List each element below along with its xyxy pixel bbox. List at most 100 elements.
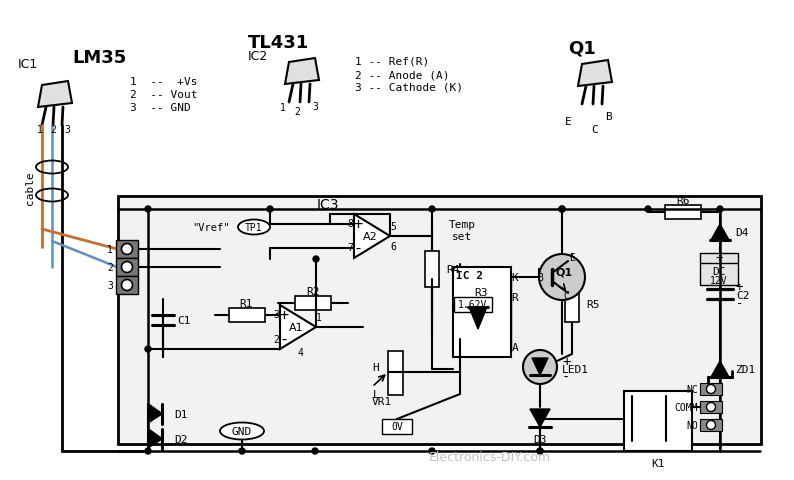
Text: COMM: COMM (674, 402, 698, 412)
Polygon shape (148, 405, 162, 423)
Bar (453, 267, 511, 357)
Polygon shape (148, 430, 162, 448)
Text: +: + (736, 281, 743, 294)
Text: GND: GND (232, 426, 252, 436)
Text: 2: 2 (294, 107, 300, 117)
Text: 3: 3 (64, 125, 70, 135)
Text: K1: K1 (651, 458, 665, 468)
Text: +: + (353, 217, 363, 232)
Bar (118, 197, 761, 444)
Text: 4: 4 (297, 347, 303, 357)
Text: C1: C1 (177, 315, 191, 325)
Text: A2: A2 (363, 231, 377, 241)
Polygon shape (280, 305, 316, 349)
Bar (454, 298, 492, 312)
Text: 2: 2 (273, 334, 279, 344)
Text: R3: R3 (474, 288, 488, 298)
Ellipse shape (238, 220, 270, 235)
Bar (700, 401, 722, 413)
Bar (700, 419, 722, 431)
Text: 3  -- GND: 3 -- GND (130, 103, 191, 113)
Text: R4: R4 (446, 264, 460, 275)
Text: 1: 1 (280, 103, 286, 113)
Text: 3: 3 (107, 280, 113, 290)
Text: E: E (565, 117, 572, 127)
Polygon shape (469, 307, 487, 329)
Text: Temp: Temp (449, 219, 476, 229)
Text: A: A (511, 342, 518, 352)
Text: ZD1: ZD1 (735, 364, 755, 374)
Text: 1  --  +Vs: 1 -- +Vs (130, 77, 198, 87)
Text: NC: NC (686, 384, 698, 394)
Bar (229, 308, 264, 323)
Text: R: R (511, 292, 518, 302)
Text: D1: D1 (174, 409, 187, 419)
Text: 2 -- Anode (A): 2 -- Anode (A) (355, 70, 449, 80)
Circle shape (429, 206, 435, 213)
Circle shape (312, 448, 318, 454)
Text: IC3: IC3 (317, 198, 339, 212)
Circle shape (559, 206, 565, 213)
Text: 3: 3 (312, 102, 318, 112)
Text: 0V: 0V (391, 421, 403, 431)
Circle shape (121, 280, 133, 291)
Polygon shape (711, 225, 729, 240)
Text: 1: 1 (316, 312, 322, 323)
Circle shape (559, 206, 565, 213)
Text: K: K (511, 273, 518, 282)
Bar (700, 383, 722, 395)
Text: D4: D4 (735, 228, 749, 238)
Circle shape (645, 206, 651, 213)
Text: 3 -- Cathode (K): 3 -- Cathode (K) (355, 83, 463, 93)
Bar (624, 391, 692, 451)
Text: -: - (736, 297, 743, 310)
Text: B: B (604, 112, 611, 122)
Text: C: C (592, 125, 599, 135)
Text: Q1: Q1 (556, 267, 572, 277)
Text: R1: R1 (240, 299, 253, 308)
Circle shape (145, 448, 151, 454)
Text: +: + (279, 308, 288, 323)
Text: 1.62V: 1.62V (458, 300, 488, 309)
Bar (665, 205, 701, 219)
Text: Electronics-DIY.com: Electronics-DIY.com (429, 451, 551, 464)
Text: R5: R5 (586, 300, 599, 309)
Bar (116, 276, 138, 294)
Text: H: H (372, 362, 380, 372)
Text: 2: 2 (50, 125, 56, 135)
Text: R6: R6 (676, 195, 690, 205)
Circle shape (707, 420, 715, 430)
Text: 3: 3 (273, 309, 279, 319)
Polygon shape (38, 82, 72, 108)
Circle shape (121, 244, 133, 255)
Text: IC 2: IC 2 (456, 270, 483, 280)
Text: 6: 6 (390, 241, 396, 252)
Text: -: - (353, 240, 363, 255)
Text: +: + (562, 354, 570, 368)
Text: B: B (537, 273, 543, 282)
Text: IC2: IC2 (248, 50, 268, 63)
Text: -: - (562, 370, 570, 384)
Text: 1 -- Ref(R): 1 -- Ref(R) (355, 57, 430, 67)
Circle shape (523, 350, 557, 384)
Circle shape (537, 448, 543, 454)
Text: 1: 1 (37, 125, 43, 135)
Text: DC: DC (712, 266, 726, 276)
Text: IC1: IC1 (18, 59, 38, 72)
Circle shape (145, 206, 151, 213)
Text: L: L (372, 389, 380, 399)
Circle shape (145, 346, 151, 352)
Text: VR1: VR1 (372, 396, 392, 406)
Text: 7: 7 (347, 242, 353, 252)
Bar (382, 419, 412, 434)
Bar (453, 275, 467, 311)
Text: set: set (452, 231, 472, 241)
Polygon shape (354, 215, 390, 258)
Circle shape (313, 256, 319, 263)
Text: 1: 1 (107, 244, 113, 254)
Text: -: - (279, 331, 288, 346)
Text: D2: D2 (174, 434, 187, 444)
Bar (116, 240, 138, 258)
Text: Q1: Q1 (568, 39, 596, 57)
Text: D3: D3 (534, 434, 547, 444)
